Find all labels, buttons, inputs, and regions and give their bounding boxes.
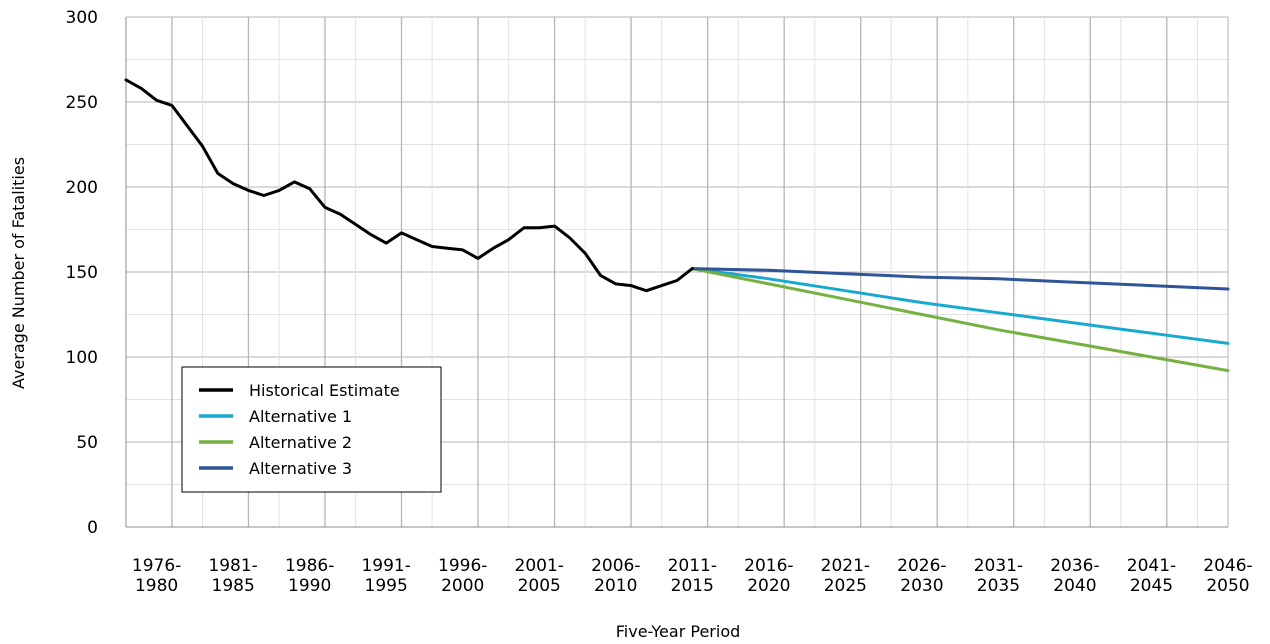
x-tick-label: 2026-2030	[897, 556, 946, 596]
x-tick-label: 1981-1985	[208, 556, 257, 596]
legend-label-alternative-2: Alternative 2	[249, 433, 352, 452]
x-tick-label: 2036-2040	[1050, 556, 1099, 596]
x-tick-label: 1991-1995	[361, 556, 410, 596]
x-tick-label: 2016-2020	[744, 556, 793, 596]
x-tick-label: 1996-2000	[438, 556, 487, 596]
y-tick-label: 0	[87, 518, 98, 538]
x-axis-title: Five-Year Period	[616, 622, 741, 641]
series-line-alternative-3	[690, 267, 1230, 291]
legend-label-alternative-1: Alternative 1	[249, 407, 352, 426]
x-tick-label: 2011-2015	[668, 556, 717, 596]
y-tick-label: 250	[66, 93, 98, 113]
y-tick-label: 100	[66, 348, 98, 368]
series-line-historical-estimate	[124, 78, 694, 293]
y-tick-label: 150	[66, 263, 98, 283]
axes	[125, 17, 1229, 528]
series-lines	[124, 78, 1230, 373]
x-tick-label: 2021-2025	[821, 556, 870, 596]
x-tick-label: 2001-2005	[515, 556, 564, 596]
x-tick-label: 2046-2050	[1203, 556, 1252, 596]
legend: Historical Estimate Alternative 1 Altern…	[181, 366, 442, 493]
y-axis-title: Average Number of Fatalities	[9, 157, 28, 389]
y-tick-label: 200	[66, 178, 98, 198]
x-tick-label: 2031-2035	[974, 556, 1023, 596]
legend-box	[181, 366, 442, 493]
x-tick-label: 1986-1990	[285, 556, 334, 596]
series-line-alternative-1	[690, 267, 1230, 345]
tick-labels: 0 50 100 150 200 250 300 1976-1980 1981-1985 1986…	[66, 8, 1253, 596]
legend-label-historical-estimate: Historical Estimate	[249, 381, 400, 400]
grid	[126, 16, 1228, 528]
series-line-alternative-2	[690, 267, 1230, 373]
x-tick-label: 2041-2045	[1127, 556, 1176, 596]
x-tick-label: 2006-2010	[591, 556, 640, 596]
legend-label-alternative-3: Alternative 3	[249, 459, 352, 478]
x-tick-label: 1976-1980	[132, 556, 181, 596]
y-tick-label: 50	[76, 433, 98, 453]
y-tick-label: 300	[66, 8, 98, 28]
